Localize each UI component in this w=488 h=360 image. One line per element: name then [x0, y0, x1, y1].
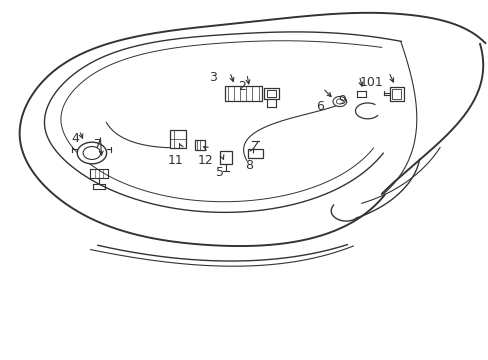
Circle shape — [77, 142, 106, 164]
Bar — [220, 151, 232, 164]
Bar — [170, 130, 185, 148]
Circle shape — [332, 96, 346, 107]
Text: 101: 101 — [359, 76, 383, 89]
Bar — [264, 88, 278, 99]
Text: 11: 11 — [168, 154, 183, 167]
Bar — [391, 89, 400, 99]
Text: 9: 9 — [338, 94, 346, 107]
Bar — [266, 90, 276, 97]
Text: 7: 7 — [94, 138, 102, 150]
Text: 2: 2 — [238, 80, 245, 93]
Text: 5: 5 — [216, 166, 224, 179]
Circle shape — [336, 99, 343, 104]
Bar — [224, 86, 261, 101]
Text: 12: 12 — [197, 154, 213, 167]
Bar — [248, 149, 263, 158]
Bar — [194, 140, 205, 150]
Text: 3: 3 — [208, 71, 216, 84]
Circle shape — [83, 147, 101, 159]
Text: 6: 6 — [316, 100, 324, 113]
Text: 8: 8 — [245, 159, 253, 172]
Bar — [389, 87, 403, 101]
Text: 4: 4 — [72, 132, 80, 145]
